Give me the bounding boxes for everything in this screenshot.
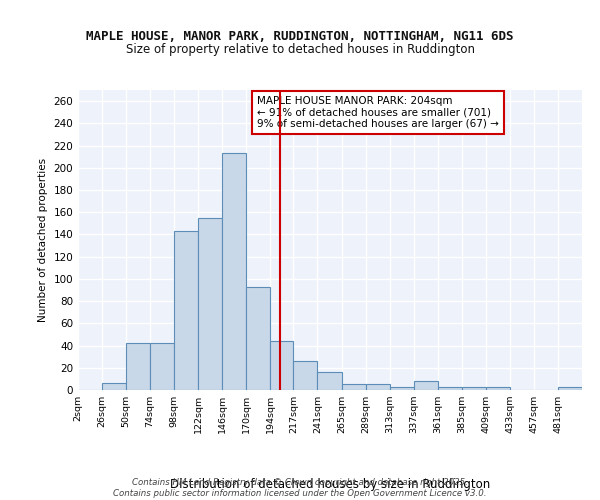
Text: MAPLE HOUSE, MANOR PARK, RUDDINGTON, NOTTINGHAM, NG11 6DS: MAPLE HOUSE, MANOR PARK, RUDDINGTON, NOT…	[86, 30, 514, 43]
Bar	[102, 384, 126, 390]
Text: Size of property relative to detached houses in Ruddington: Size of property relative to detached ho…	[125, 44, 475, 57]
Bar	[462, 386, 486, 390]
Bar	[389, 386, 413, 390]
Bar	[247, 286, 271, 390]
Text: MAPLE HOUSE MANOR PARK: 204sqm
← 91% of detached houses are smaller (701)
9% of : MAPLE HOUSE MANOR PARK: 204sqm ← 91% of …	[257, 96, 499, 129]
Y-axis label: Number of detached properties: Number of detached properties	[38, 158, 48, 322]
Bar	[198, 218, 222, 390]
Text: Contains HM Land Registry data © Crown copyright and database right 2025.
Contai: Contains HM Land Registry data © Crown c…	[113, 478, 487, 498]
Bar	[413, 381, 438, 390]
Bar	[317, 372, 341, 390]
Bar	[126, 344, 150, 390]
Bar	[174, 231, 198, 390]
Bar	[438, 386, 462, 390]
Bar	[486, 386, 510, 390]
Bar	[341, 384, 365, 390]
Bar	[293, 361, 317, 390]
Bar	[150, 344, 174, 390]
Bar	[271, 341, 293, 390]
Bar	[365, 384, 389, 390]
Bar	[558, 386, 582, 390]
Bar	[222, 154, 247, 390]
X-axis label: Distribution of detached houses by size in Ruddington: Distribution of detached houses by size …	[170, 478, 490, 491]
